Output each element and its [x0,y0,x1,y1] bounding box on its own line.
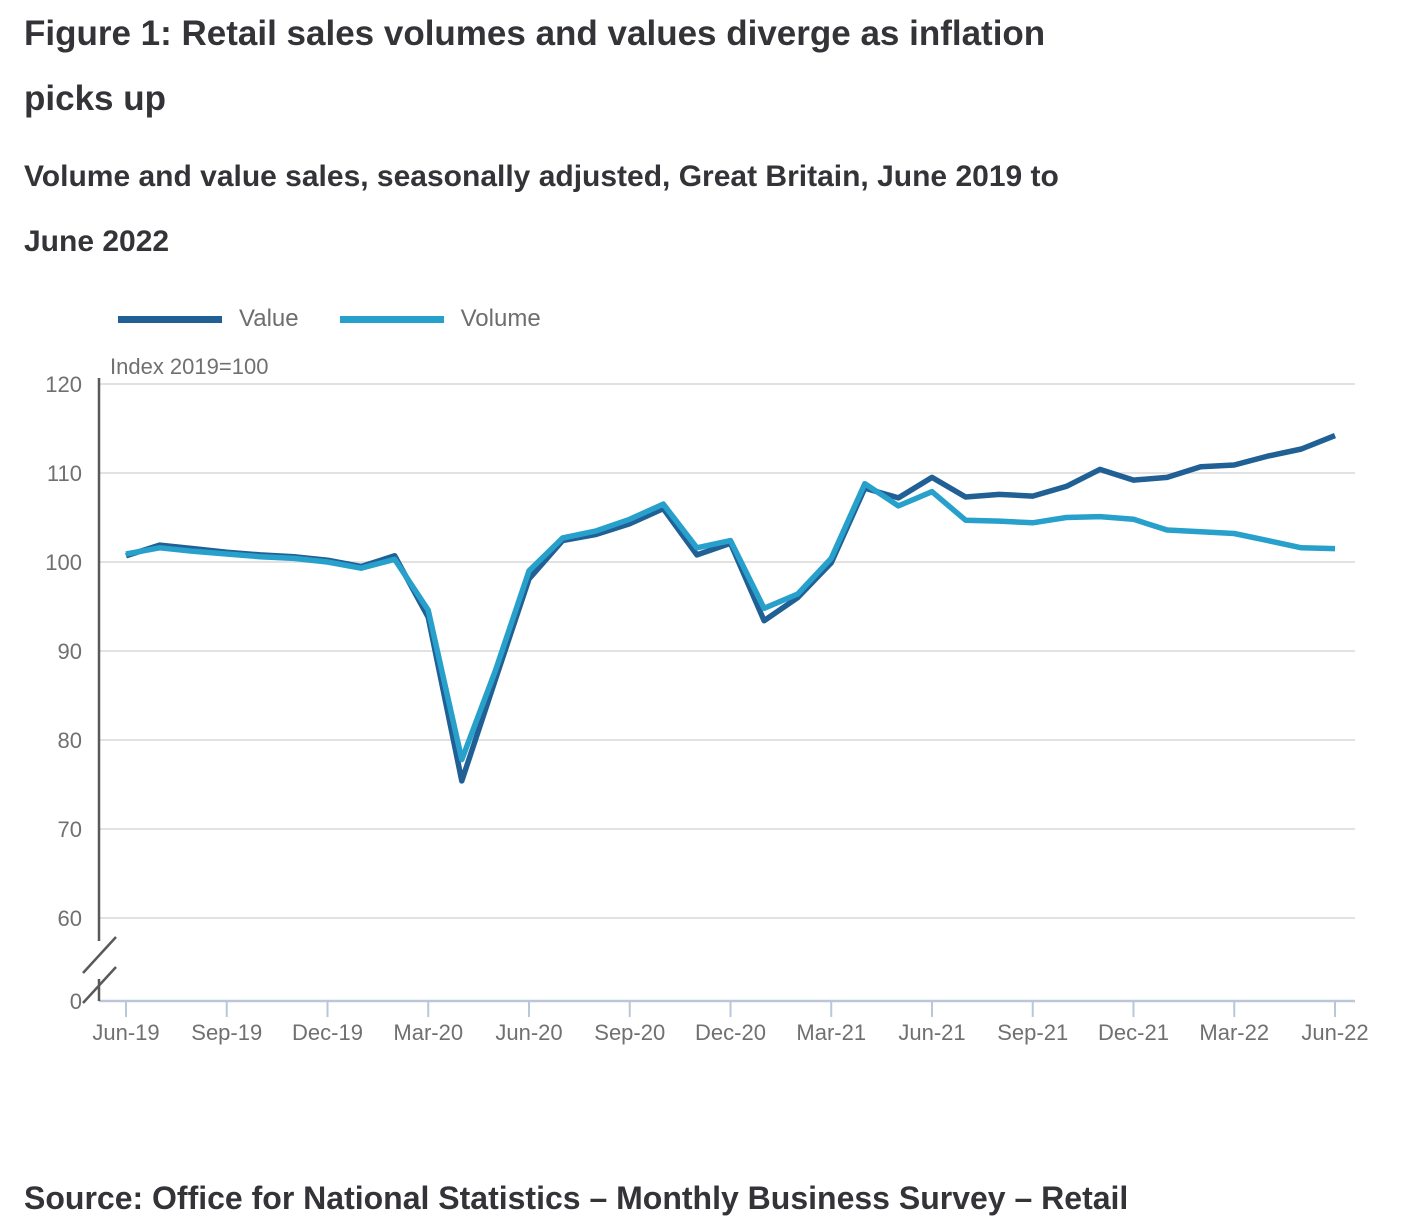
figure-title-line-2: picks up [24,79,166,118]
x-tick-label-Jun-21: Jun-21 [898,1020,965,1045]
y-tick-label-60: 60 [58,906,82,931]
x-tick-label-Dec-19: Dec-19 [292,1020,363,1045]
y-axis-unit-label: Index 2019=100 [110,354,269,379]
x-tick-label-Jun-20: Jun-20 [495,1020,562,1045]
volume-line-swatch [339,315,444,323]
axis-break-slash-2 [82,966,117,1004]
figure-subtitle-line-2: June 2022 [24,225,170,258]
legend-label-value: Value [239,305,299,332]
x-tick-label-Mar-21: Mar-21 [796,1020,866,1045]
y-tick-label-70: 70 [58,817,82,842]
chart-legend: Value Volume [118,303,582,335]
x-tick-label-Jun-22: Jun-22 [1301,1020,1368,1045]
x-tick-label-Sep-20: Sep-20 [594,1020,665,1045]
volume-line [125,480,1336,763]
y-tick-label-120: 120 [45,372,82,397]
figure-title-line-1: Figure 1: Retail sales volumes and value… [24,14,1046,53]
y-tick-label-90: 90 [58,639,82,664]
x-tick-label-Sep-19: Sep-19 [191,1020,262,1045]
y-tick-label-110: 110 [47,461,82,486]
x-tick-label-Sep-21: Sep-21 [997,1020,1068,1045]
x-tick-label-Mar-20: Mar-20 [393,1020,463,1045]
value-line-swatch [118,315,222,323]
figure-subtitle-line-1: Volume and value sales, seasonally adjus… [24,160,1059,193]
x-tick-label-Dec-21: Dec-21 [1098,1020,1169,1045]
x-tick-label-Dec-20: Dec-20 [695,1020,766,1045]
source-text: Source: Office for National Statistics –… [24,1180,1129,1216]
y-tick-label-80: 80 [58,728,82,753]
legend-item-volume: Volume [339,305,541,333]
axis-break-slash-1 [82,936,117,974]
y-tick-label-0: 0 [70,989,82,1014]
y-tick-label-100: 100 [45,550,82,575]
value-line [125,433,1337,784]
x-tick-label-Jun-19: Jun-19 [92,1020,159,1045]
x-tick-label-Mar-22: Mar-22 [1199,1020,1269,1045]
legend-item-value: Value [118,305,299,333]
legend-label-volume: Volume [460,305,541,332]
